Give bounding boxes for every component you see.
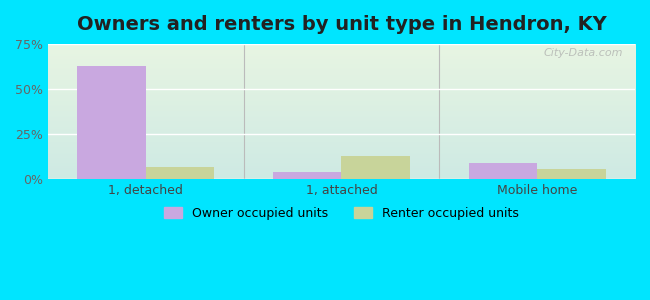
Legend: Owner occupied units, Renter occupied units: Owner occupied units, Renter occupied un… [159, 202, 524, 225]
Bar [273, 172, 341, 179]
Bar [146, 167, 214, 179]
Text: City-Data.com: City-Data.com [544, 48, 623, 58]
Bar [469, 163, 537, 179]
Bar [341, 156, 410, 179]
Bar [77, 66, 146, 179]
Bar [537, 169, 606, 179]
Title: Owners and renters by unit type in Hendron, KY: Owners and renters by unit type in Hendr… [77, 15, 606, 34]
